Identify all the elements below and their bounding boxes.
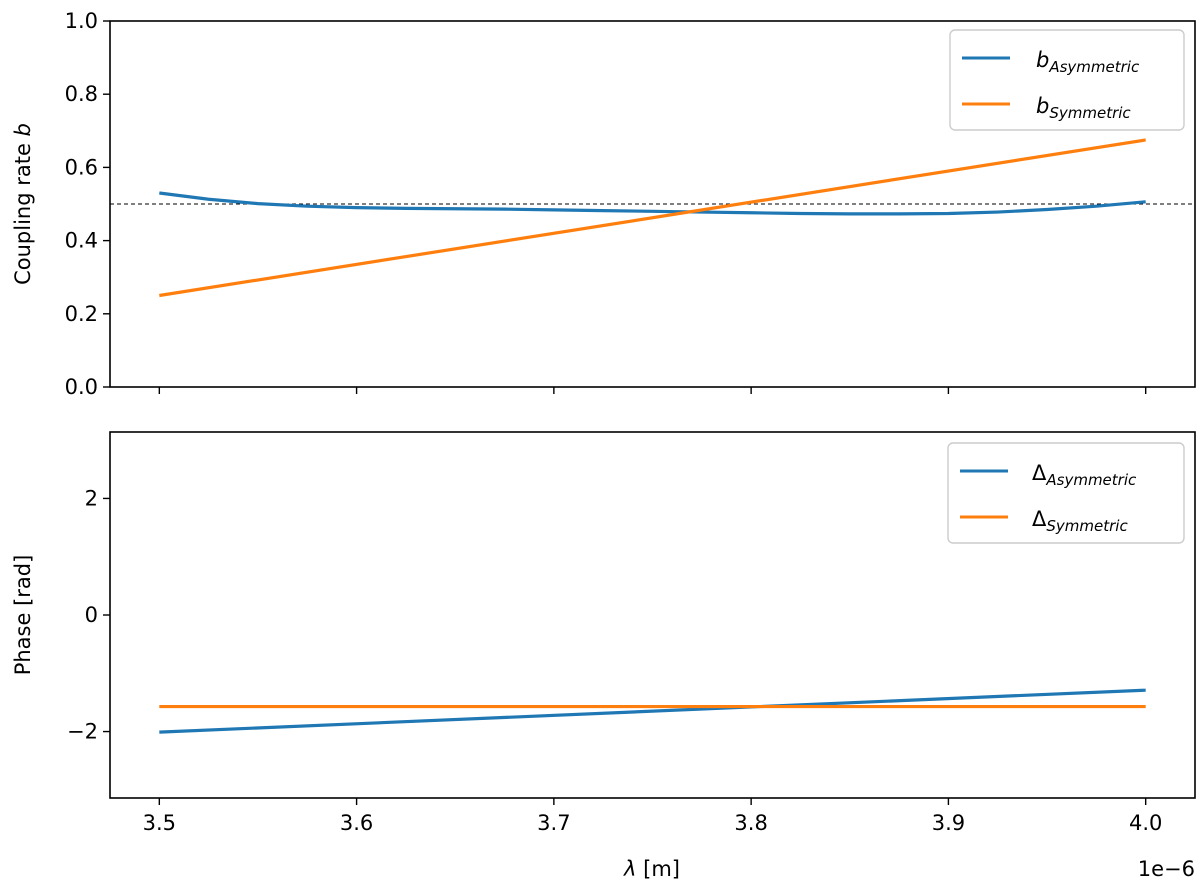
x-axis-offset-text: 1e−6 [1138,857,1195,881]
legend-label-delta-asymmetric-main: Δ [1032,461,1047,485]
coupling-rate-series-symmetric [159,138,1146,298]
legend-label-b-asymmetric: bAsymmetric [1036,48,1140,76]
coupling-rate-y-tick-label: 0.2 [65,302,98,326]
phase-legend: ΔAsymmetric ΔSymmetric [947,442,1185,544]
phase-x-tick-label: 3.7 [537,811,570,835]
phase-y-tick-label: 2 [85,486,98,510]
phase-y-tick-label: 0 [85,603,98,627]
phase-x-tick-label: 4.0 [1129,811,1162,835]
coupling-rate-y-tick-label: 0.0 [65,375,98,399]
legend-label-delta-symmetric: ΔSymmetric [1032,507,1128,535]
coupling-rate-legend: bAsymmetric bSymmetric [949,29,1185,131]
x-axis-label: λ [m] [623,857,680,881]
coupling-rate-axes-frame [109,20,1196,388]
legend-label-b-asymmetric-sub: Asymmetric [1048,58,1140,76]
phase-y-axis-label: Phase [rad] [11,555,35,676]
coupling-rate-y-axis-label-var: b [11,123,35,136]
coupling-rate-y-axis-label-text: Coupling rate [11,136,35,284]
phase-x-tick-label: 3.9 [932,811,965,835]
legend-label-b-asymmetric-main: b [1036,48,1049,72]
legend-label-b-symmetric: bSymmetric [1036,94,1131,122]
phase-x-tick-label: 3.8 [734,811,767,835]
legend-label-delta-symmetric-sub: Symmetric [1046,517,1128,535]
coupling-rate-y-tick-label: 0.6 [65,155,98,179]
legend-label-delta-symmetric-main: Δ [1032,507,1047,531]
phase-y-tick-label: −2 [67,720,98,744]
phase-panel: −2 0 2 3.5 3.6 3.7 3.8 3.9 4.0 Phase [rad] λ [m… [11,431,1196,881]
coupling-rate-y-tick-label: 0.8 [65,82,98,106]
legend-label-b-symmetric-main: b [1036,94,1049,118]
coupling-rate-panel: 0.00.20.40.60.81.0 Coupling rate b bAsym… [11,9,1196,399]
coupling-rate-y-tick-label: 0.4 [65,229,98,253]
phase-x-tick-label: 3.5 [143,811,176,835]
coupling-rate-series-asymmetric [159,191,1146,216]
phase-series-asymmetric [159,688,1146,734]
legend-label-delta-asymmetric: ΔAsymmetric [1032,461,1137,489]
phase-x-tick-label: 3.6 [340,811,373,835]
legend-label-delta-asymmetric-sub: Asymmetric [1045,471,1137,489]
x-axis-label-unit: [m] [636,857,680,881]
coupling-rate-y-axis-label: Coupling rate b [11,123,35,285]
legend-label-b-symmetric-sub: Symmetric [1049,104,1131,122]
x-axis-label-var: λ [623,857,636,881]
coupling-rate-y-tick-label: 1.0 [65,9,98,33]
